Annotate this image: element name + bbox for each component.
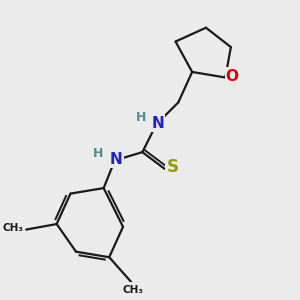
Text: CH₃: CH₃: [122, 285, 143, 295]
Text: S: S: [167, 158, 179, 176]
Text: O: O: [226, 69, 239, 84]
Text: N: N: [151, 116, 164, 130]
Text: N: N: [110, 152, 122, 166]
Text: H: H: [93, 147, 103, 160]
Text: CH₃: CH₃: [2, 223, 23, 233]
Text: H: H: [136, 111, 146, 124]
